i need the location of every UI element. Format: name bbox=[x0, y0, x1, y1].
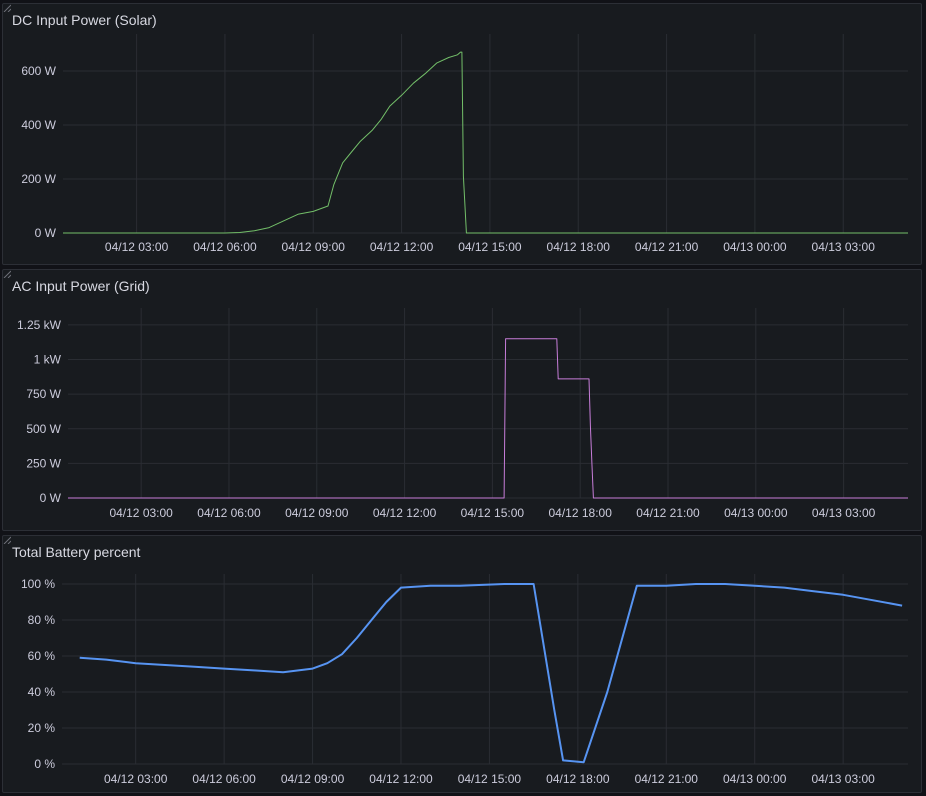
y-tick-label: 20 % bbox=[28, 721, 56, 735]
x-tick-label: 04/12 06:00 bbox=[192, 772, 256, 786]
x-tick-label: 04/13 00:00 bbox=[723, 240, 787, 254]
x-tick-label: 04/12 12:00 bbox=[369, 772, 433, 786]
chart-dc-input-power: 0 W 200 W 400 W 600 W 04/12 03:00 04/12 06:00… bbox=[21, 34, 908, 254]
x-tick-label: 04/13 00:00 bbox=[723, 772, 787, 786]
y-tick-label: 600 W bbox=[21, 64, 56, 78]
y-tick-label: 0 W bbox=[40, 491, 62, 505]
panel-battery-percent[interactable]: Total Battery percent 0 % 20 % 40 % 60 % 80 … bbox=[2, 535, 922, 793]
x-tick-label: 04/12 15:00 bbox=[458, 772, 522, 786]
resize-handle-icon[interactable] bbox=[3, 4, 11, 12]
series-line[interactable] bbox=[79, 583, 903, 764]
y-tick-label: 0 % bbox=[34, 757, 55, 771]
resize-handle-icon[interactable] bbox=[3, 536, 11, 544]
x-tick-label: 04/12 09:00 bbox=[285, 506, 349, 520]
y-tick-label: 200 W bbox=[21, 172, 56, 186]
x-tick-label: 04/12 03:00 bbox=[105, 240, 169, 254]
chart-ac-input-power: 0 W 250 W 500 W 750 W 1 kW 1.25 kW 04/12 03:00… bbox=[17, 308, 908, 520]
x-tick-label: 04/12 18:00 bbox=[547, 240, 611, 254]
y-tick-label: 1.25 kW bbox=[17, 318, 62, 332]
y-tick-label: 60 % bbox=[28, 649, 56, 663]
x-tick-label: 04/12 21:00 bbox=[636, 506, 700, 520]
y-tick-label: 0 W bbox=[35, 226, 57, 240]
chart-battery-percent: 0 % 20 % 40 % 60 % 80 % 100 % 04/12 03:00 04/12… bbox=[21, 574, 908, 786]
y-tick-label: 1 kW bbox=[34, 353, 62, 367]
grid bbox=[63, 34, 908, 234]
series-line[interactable] bbox=[63, 51, 908, 234]
series-line[interactable] bbox=[68, 338, 908, 499]
y-tick-label: 750 W bbox=[26, 387, 61, 401]
grid bbox=[68, 308, 908, 499]
x-tick-label: 04/12 09:00 bbox=[282, 240, 346, 254]
x-tick-label: 04/13 03:00 bbox=[812, 240, 876, 254]
x-tick-label: 04/12 15:00 bbox=[458, 240, 522, 254]
resize-handle-icon[interactable] bbox=[3, 270, 11, 278]
x-tick-label: 04/12 21:00 bbox=[635, 772, 699, 786]
x-tick-label: 04/12 21:00 bbox=[635, 240, 699, 254]
x-tick-label: 04/13 03:00 bbox=[811, 772, 875, 786]
x-tick-label: 04/12 03:00 bbox=[109, 506, 173, 520]
x-tick-label: 04/12 18:00 bbox=[548, 506, 612, 520]
panel-ac-input-power[interactable]: AC Input Power (Grid) 0 W 250 W 500 W 750 W… bbox=[2, 269, 922, 531]
y-tick-label: 400 W bbox=[21, 118, 56, 132]
x-tick-label: 04/12 18:00 bbox=[546, 772, 610, 786]
x-tick-label: 04/12 12:00 bbox=[370, 240, 434, 254]
x-tick-label: 04/12 12:00 bbox=[373, 506, 437, 520]
x-tick-label: 04/13 03:00 bbox=[812, 506, 876, 520]
panel-dc-input-power[interactable]: DC Input Power (Solar) 0 W 200 W 400 W 600 … bbox=[2, 3, 922, 265]
panel-title[interactable]: AC Input Power (Grid) bbox=[12, 278, 150, 294]
y-tick-label: 80 % bbox=[28, 613, 56, 627]
x-tick-label: 04/12 03:00 bbox=[104, 772, 168, 786]
panel-title[interactable]: Total Battery percent bbox=[12, 544, 141, 560]
y-tick-label: 100 % bbox=[21, 577, 55, 591]
x-tick-label: 04/12 06:00 bbox=[197, 506, 261, 520]
x-tick-label: 04/12 09:00 bbox=[281, 772, 345, 786]
grid bbox=[62, 574, 908, 765]
x-tick-label: 04/13 00:00 bbox=[724, 506, 788, 520]
y-tick-label: 40 % bbox=[28, 685, 56, 699]
y-tick-label: 500 W bbox=[26, 422, 61, 436]
y-tick-label: 250 W bbox=[26, 456, 61, 470]
panel-title[interactable]: DC Input Power (Solar) bbox=[12, 12, 157, 28]
x-tick-label: 04/12 15:00 bbox=[461, 506, 525, 520]
x-tick-label: 04/12 06:00 bbox=[193, 240, 257, 254]
